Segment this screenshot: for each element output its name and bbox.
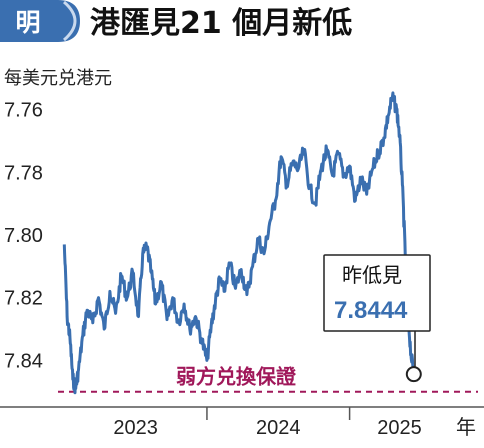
chart-title: 港匯見21 個月新低 xyxy=(90,6,352,41)
peg-label: 弱方兑換保證 xyxy=(176,365,297,389)
y-axis-ticks: 7.76 7.78 7.80 7.82 7.84 xyxy=(4,100,43,373)
y-tick-label: 7.78 xyxy=(4,162,43,184)
callout-box xyxy=(323,254,431,332)
x-tick-label: 2024 xyxy=(256,417,301,439)
logo-arc-icon xyxy=(62,0,77,42)
y-tick-label: 7.84 xyxy=(4,350,43,372)
x-tick-label: 2023 xyxy=(113,417,158,439)
x-axis-ticks: 2023 2024 2025 xyxy=(113,407,422,439)
x-axis-unit: 年 xyxy=(456,416,476,439)
logo-char: 明 xyxy=(15,8,40,37)
x-tick-label: 2025 xyxy=(377,417,422,439)
low-point-marker xyxy=(405,366,422,383)
callout-value: 7.8444 xyxy=(334,297,408,324)
logo-badge xyxy=(0,0,80,42)
y-tick-label: 7.76 xyxy=(4,100,43,122)
callout-label: 昨低見 xyxy=(342,264,402,287)
y-axis-label: 每美元兑港元 xyxy=(4,68,112,88)
y-tick-label: 7.82 xyxy=(4,288,43,310)
low-callout: 昨低見 7.8444 xyxy=(323,254,431,383)
series-line xyxy=(62,91,416,395)
y-tick-label: 7.80 xyxy=(4,225,43,247)
header: 明 港匯見21 個月新低 xyxy=(0,0,352,42)
